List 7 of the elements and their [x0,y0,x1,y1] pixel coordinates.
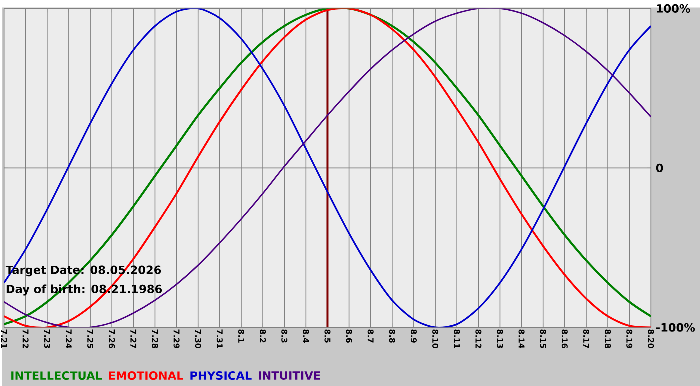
y-tick-label: 0 [656,164,664,172]
y-tick-label: 100% [657,4,690,13]
text: INTELLECTUAL [12,371,102,380]
text: PHYSICAL [190,371,252,380]
text: INTUITIVE [259,371,320,380]
text: EMOTIONAL [109,371,184,380]
y-tick-label: -100% [656,323,696,332]
